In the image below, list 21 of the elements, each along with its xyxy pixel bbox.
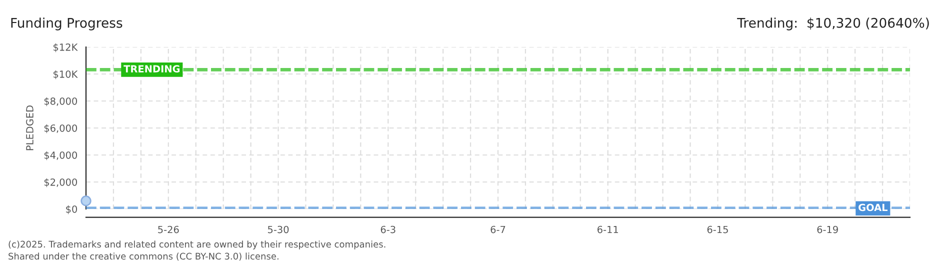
chart-title: Funding Progress <box>11 18 122 30</box>
y-tick-label: $6,000 <box>44 124 78 134</box>
chart-subtitle: Trending: $10,320 (20640%) <box>737 18 929 30</box>
text: Shared under the creative commons (CC BY-NC 3.0) license. <box>8 252 278 261</box>
y-tick-label: $10K <box>54 70 78 80</box>
x-tick-label: 5-30 <box>268 226 289 234</box>
y-tick-label: $8,000 <box>44 97 78 106</box>
x-tick-label: 6-11 <box>598 226 618 234</box>
ref-line-label: GOAL <box>858 204 888 212</box>
y-tick-label: $2,000 <box>44 178 78 188</box>
x-tick-label: 6-19 <box>817 226 838 234</box>
y-tick-label: $0 <box>66 205 78 214</box>
x-tick-label: 6-3 <box>380 226 396 234</box>
text: (c)2025. Trademarks and related content are owned by their respective companies. <box>8 240 386 250</box>
x-tick-label: 6-7 <box>490 226 506 234</box>
y-axis-title: PLEDGED <box>26 106 34 150</box>
y-tick-label: $12K <box>54 43 78 52</box>
ref-line-label: TRENDING <box>124 65 180 72</box>
x-tick-label: 6-15 <box>707 226 728 234</box>
y-tick-label: $4,000 <box>44 151 78 160</box>
x-tick-label: 5-26 <box>158 226 179 234</box>
